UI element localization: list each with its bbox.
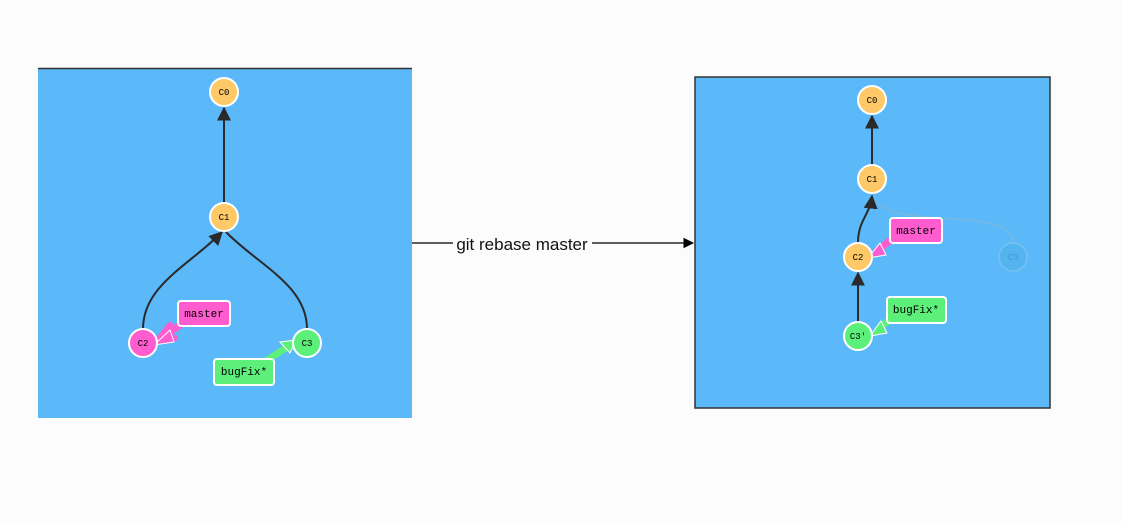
commit-c0-circle	[209, 77, 239, 107]
master-branch-arrowhead	[152, 329, 175, 346]
commit-node: C0	[209, 77, 239, 107]
branch-label-master: master	[177, 300, 231, 327]
branch-label-bugfix-box	[213, 358, 275, 386]
commit-c1-circle	[209, 202, 239, 232]
commit-node: C2	[843, 242, 873, 272]
commit-node: C0	[857, 85, 887, 115]
commit-node-ghost: C3	[998, 242, 1028, 272]
edge-c2-to-c1-after	[857, 194, 878, 244]
branch-label-master-box-after	[889, 217, 943, 244]
commit-c0-label: C0	[219, 88, 230, 98]
commit-c3p-circle-after	[843, 321, 873, 351]
commit-c3-ghost-label: C3	[1008, 253, 1019, 263]
branch-label-master-text-after: master	[896, 226, 936, 238]
after-panel: C0 C1 C2 C3' C3 master bugFix*	[694, 76, 1051, 409]
commit-node: C3'	[843, 321, 873, 351]
branch-label-master-after: master	[889, 217, 943, 244]
commit-node: C1	[209, 202, 239, 232]
commit-c1-label-after: C1	[867, 175, 878, 185]
commit-node: C1	[857, 164, 887, 194]
branch-label-master-box	[177, 300, 231, 327]
edge-c3-to-c1	[225, 231, 308, 330]
commit-c3p-label-after: C3'	[850, 332, 866, 342]
transition-connector: git rebase master	[412, 235, 695, 254]
branch-label-bugfix-text-after: bugFix*	[893, 305, 939, 317]
branch-label-bugfix: bugFix*	[213, 358, 275, 386]
branch-label-bugfix-after: bugFix*	[886, 296, 947, 324]
commit-c2-circle	[128, 328, 158, 358]
edge-c2-to-c1	[142, 230, 223, 330]
before-panel: C0 C1 C2 C3 master bugFix*	[38, 67, 412, 418]
branch-label-bugfix-box-after	[886, 296, 947, 324]
bugfix-branch-arrowhead-after	[868, 320, 888, 337]
commit-node: C3	[292, 328, 322, 358]
commit-node: C2	[128, 328, 158, 358]
commit-c0-label-after: C0	[867, 96, 878, 106]
commit-c3-label: C3	[302, 339, 313, 349]
commit-c3-circle	[292, 328, 322, 358]
branch-label-bugfix-text: bugFix*	[221, 367, 267, 379]
transition-command-label: git rebase master	[456, 235, 588, 254]
commit-c2-label-after: C2	[853, 253, 864, 263]
commit-c3-ghost-circle	[998, 242, 1028, 272]
commit-c0-circle-after	[857, 85, 887, 115]
commit-c2-label: C2	[138, 339, 149, 349]
branch-label-master-text: master	[184, 309, 224, 321]
commit-c1-circle-after	[857, 164, 887, 194]
commit-c2-circle-after	[843, 242, 873, 272]
commit-c1-label: C1	[219, 213, 230, 223]
